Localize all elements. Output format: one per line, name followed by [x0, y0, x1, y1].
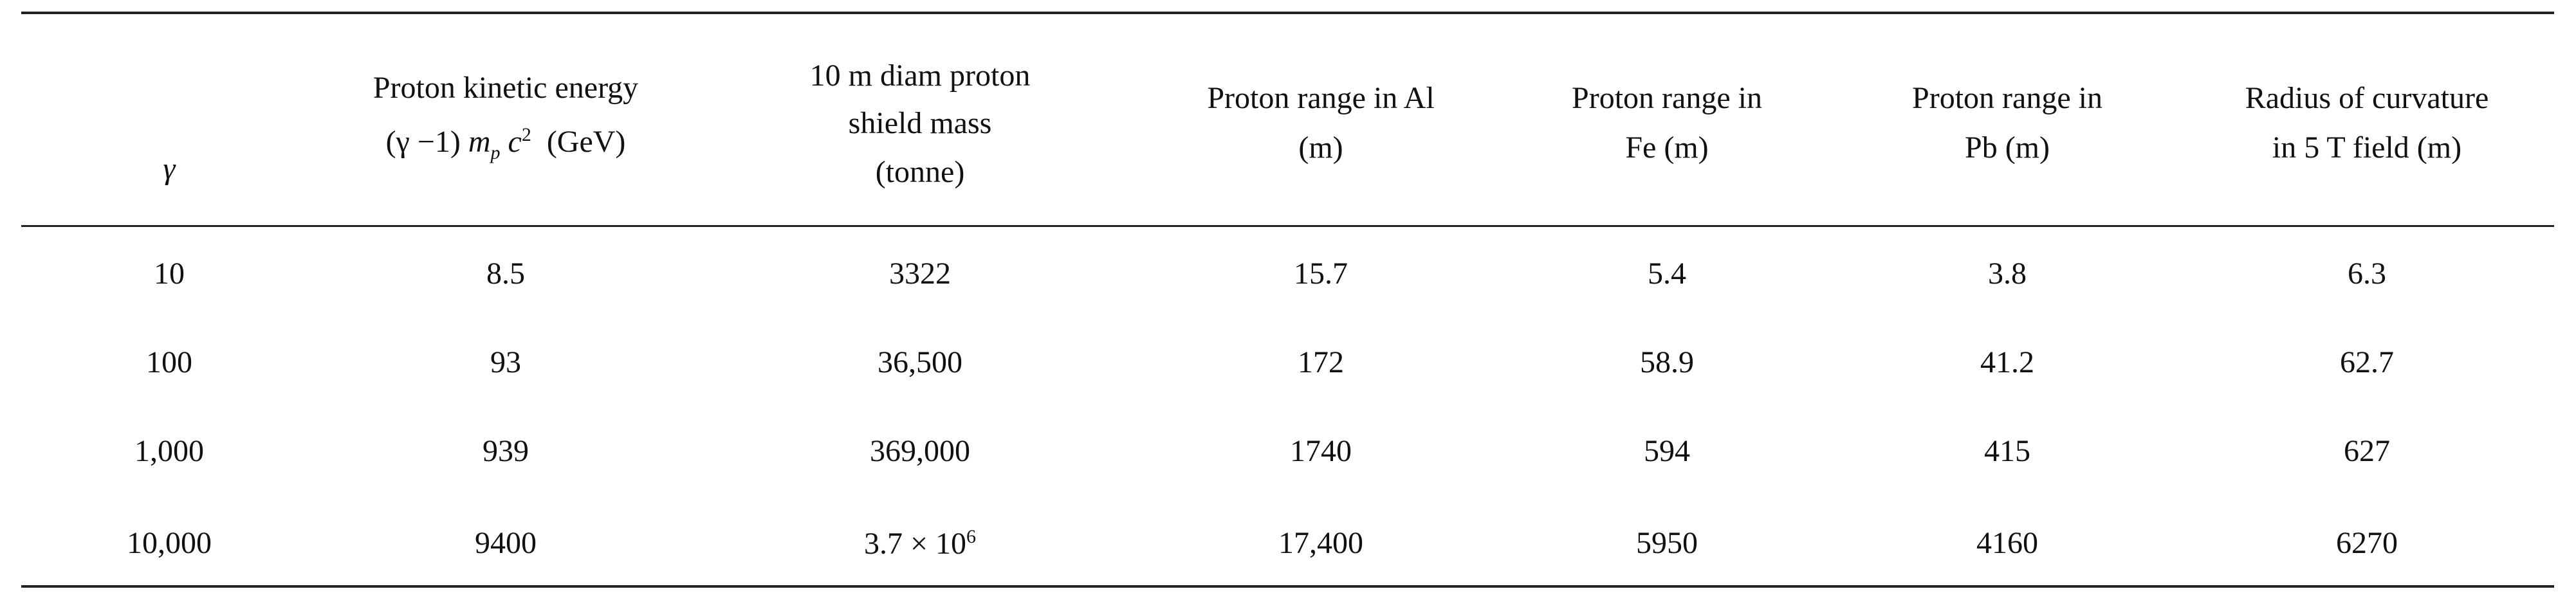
cell: 10,000 — [127, 526, 212, 560]
cell: 5950 — [1636, 526, 1698, 560]
cell: 4160 — [1976, 526, 2038, 560]
header: (m) — [1298, 131, 1343, 165]
cell-sup: 6 — [966, 526, 977, 547]
cell: 62.7 — [2340, 345, 2394, 379]
cell: 1740 — [1290, 434, 1352, 468]
header: shield mass — [848, 106, 992, 140]
formula-part: (γ −1) — [385, 125, 461, 159]
cell: 41.2 — [1980, 345, 2034, 379]
header: (tonne) — [875, 155, 965, 189]
cell: 100 — [146, 345, 192, 379]
header-rule — [21, 225, 2554, 227]
cell: 36,500 — [878, 345, 962, 379]
cell: 172 — [1298, 345, 1344, 379]
formula-part: c — [508, 125, 522, 159]
formula-part: (GeV) — [546, 125, 626, 159]
bottom-rule — [21, 585, 2554, 588]
header: Proton kinetic energy — [373, 71, 639, 105]
header: Fe (m) — [1625, 131, 1709, 165]
cell: 3.7 × 106 — [864, 527, 976, 559]
cell: 15.7 — [1294, 257, 1348, 291]
header: Radius of curvature — [2245, 81, 2489, 115]
cell-base: 3.7 × 10 — [863, 527, 967, 561]
cell: 3.8 — [1988, 257, 2027, 291]
cell: 6.3 — [2348, 257, 2386, 291]
cell: 58.9 — [1640, 345, 1694, 379]
formula-part: p — [490, 141, 501, 163]
cell: 369,000 — [870, 434, 970, 468]
cell: 594 — [1644, 434, 1690, 468]
top-rule — [21, 12, 2554, 14]
header: Proton range in Al — [1207, 81, 1435, 115]
cell: 3322 — [889, 257, 951, 291]
header: Proton range in — [1912, 81, 2102, 115]
cell: 8.5 — [486, 257, 525, 291]
header: γ — [163, 152, 176, 186]
formula-part: 2 — [521, 124, 531, 146]
cell: 1,000 — [134, 434, 204, 468]
cell: 6270 — [2336, 526, 2398, 560]
header: 10 m diam proton — [809, 59, 1031, 93]
cell: 9400 — [475, 526, 537, 560]
cell: 939 — [483, 434, 529, 468]
cell: 17,400 — [1278, 526, 1363, 560]
header: in 5 T field (m) — [2272, 131, 2462, 165]
cell: 415 — [1984, 434, 2030, 468]
cell: 5.4 — [1648, 257, 1686, 291]
header: Pb (m) — [1965, 131, 2050, 165]
header: Proton range in — [1572, 81, 1762, 115]
formula-part: m — [468, 125, 491, 159]
cell: 93 — [490, 345, 521, 379]
header-formula: (γ −1) mp c2 (GeV) — [386, 125, 626, 163]
cell: 627 — [2344, 434, 2390, 468]
cell: 10 — [154, 257, 185, 291]
